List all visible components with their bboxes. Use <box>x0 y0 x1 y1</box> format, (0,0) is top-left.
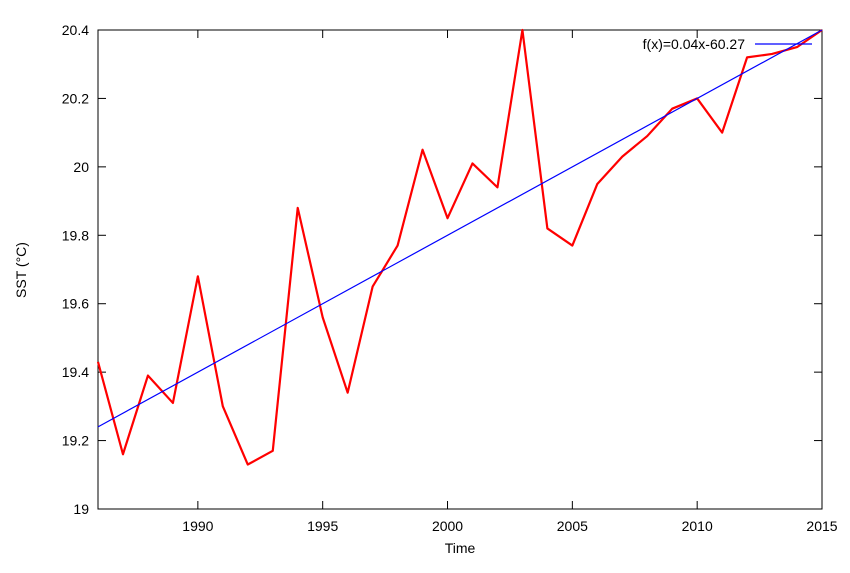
y-tick-label: 20.4 <box>62 22 89 38</box>
plot-frame <box>97 29 823 510</box>
x-tick-label: 2000 <box>432 518 463 534</box>
y-tick-label: 19.6 <box>62 296 89 312</box>
series-group <box>96 28 823 466</box>
y-tick-label: 19.2 <box>62 433 89 449</box>
sst-series-line <box>96 28 823 466</box>
y-tick-label: 19.8 <box>62 227 89 243</box>
y-tick-label: 19 <box>73 501 89 517</box>
x-tick-label: 2010 <box>682 518 713 534</box>
y-tick-label: 19.4 <box>62 364 89 380</box>
legend: f(x)=0.04x-60.27 <box>643 36 812 52</box>
legend-label: f(x)=0.04x-60.27 <box>643 36 746 52</box>
axis-ticks: 19 19.2 19.4 19.6 19.8 20 20.2 20.4 1990 1995 2000… <box>62 22 838 534</box>
x-axis-title: Time <box>445 540 476 556</box>
x-tick-label: 1995 <box>307 518 338 534</box>
y-axis-title: SST (°C) <box>13 242 29 298</box>
y-tick-label: 20 <box>73 159 89 175</box>
x-tick-label: 2005 <box>557 518 588 534</box>
x-tick-label: 1990 <box>182 518 213 534</box>
y-tick-label: 20.2 <box>62 90 89 106</box>
trend-line <box>97 29 823 428</box>
x-tick-label: 2015 <box>806 518 837 534</box>
